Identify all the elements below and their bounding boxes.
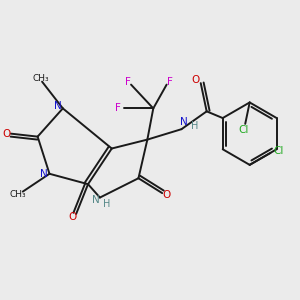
Text: H: H <box>191 121 199 131</box>
Text: CH₃: CH₃ <box>32 74 49 82</box>
Text: N: N <box>180 117 188 127</box>
Text: N: N <box>54 101 61 111</box>
Text: N: N <box>40 169 47 179</box>
Text: F: F <box>124 76 130 87</box>
Text: O: O <box>68 212 77 222</box>
Text: F: F <box>167 76 173 87</box>
Text: Cl: Cl <box>238 125 249 135</box>
Text: H: H <box>103 199 110 209</box>
Text: O: O <box>191 75 200 85</box>
Text: CH₃: CH₃ <box>9 190 26 199</box>
Text: N: N <box>92 195 100 205</box>
Text: O: O <box>163 190 171 200</box>
Text: Cl: Cl <box>274 146 284 157</box>
Text: O: O <box>2 129 11 139</box>
Text: F: F <box>115 103 121 113</box>
